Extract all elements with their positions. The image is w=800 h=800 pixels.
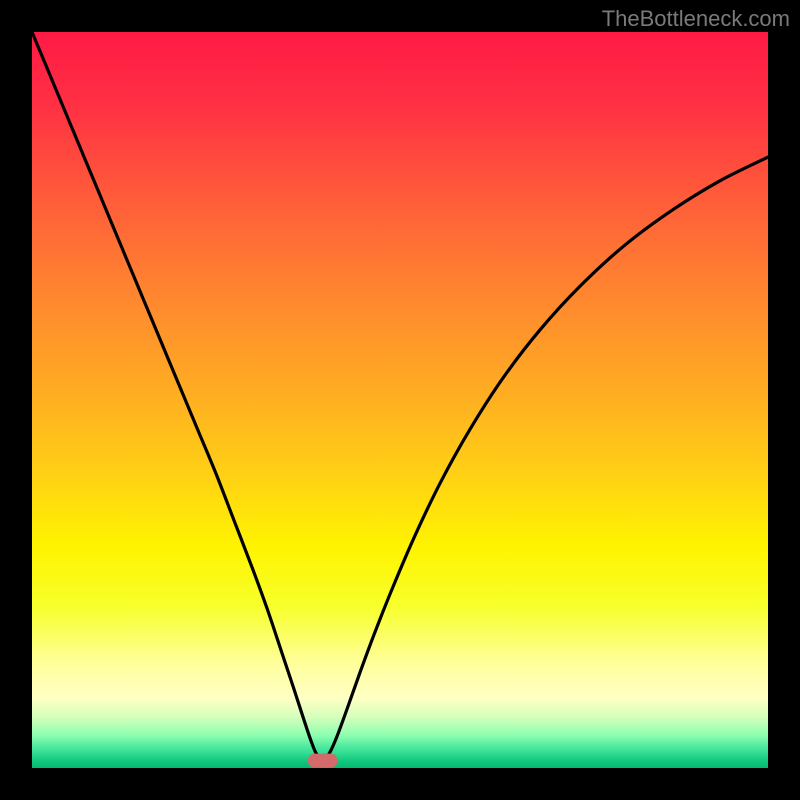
optimal-point-marker — [308, 754, 338, 768]
chart-container: TheBottleneck.com — [0, 0, 800, 800]
plot-area — [32, 32, 768, 768]
bottleneck-curve-chart — [0, 0, 800, 800]
